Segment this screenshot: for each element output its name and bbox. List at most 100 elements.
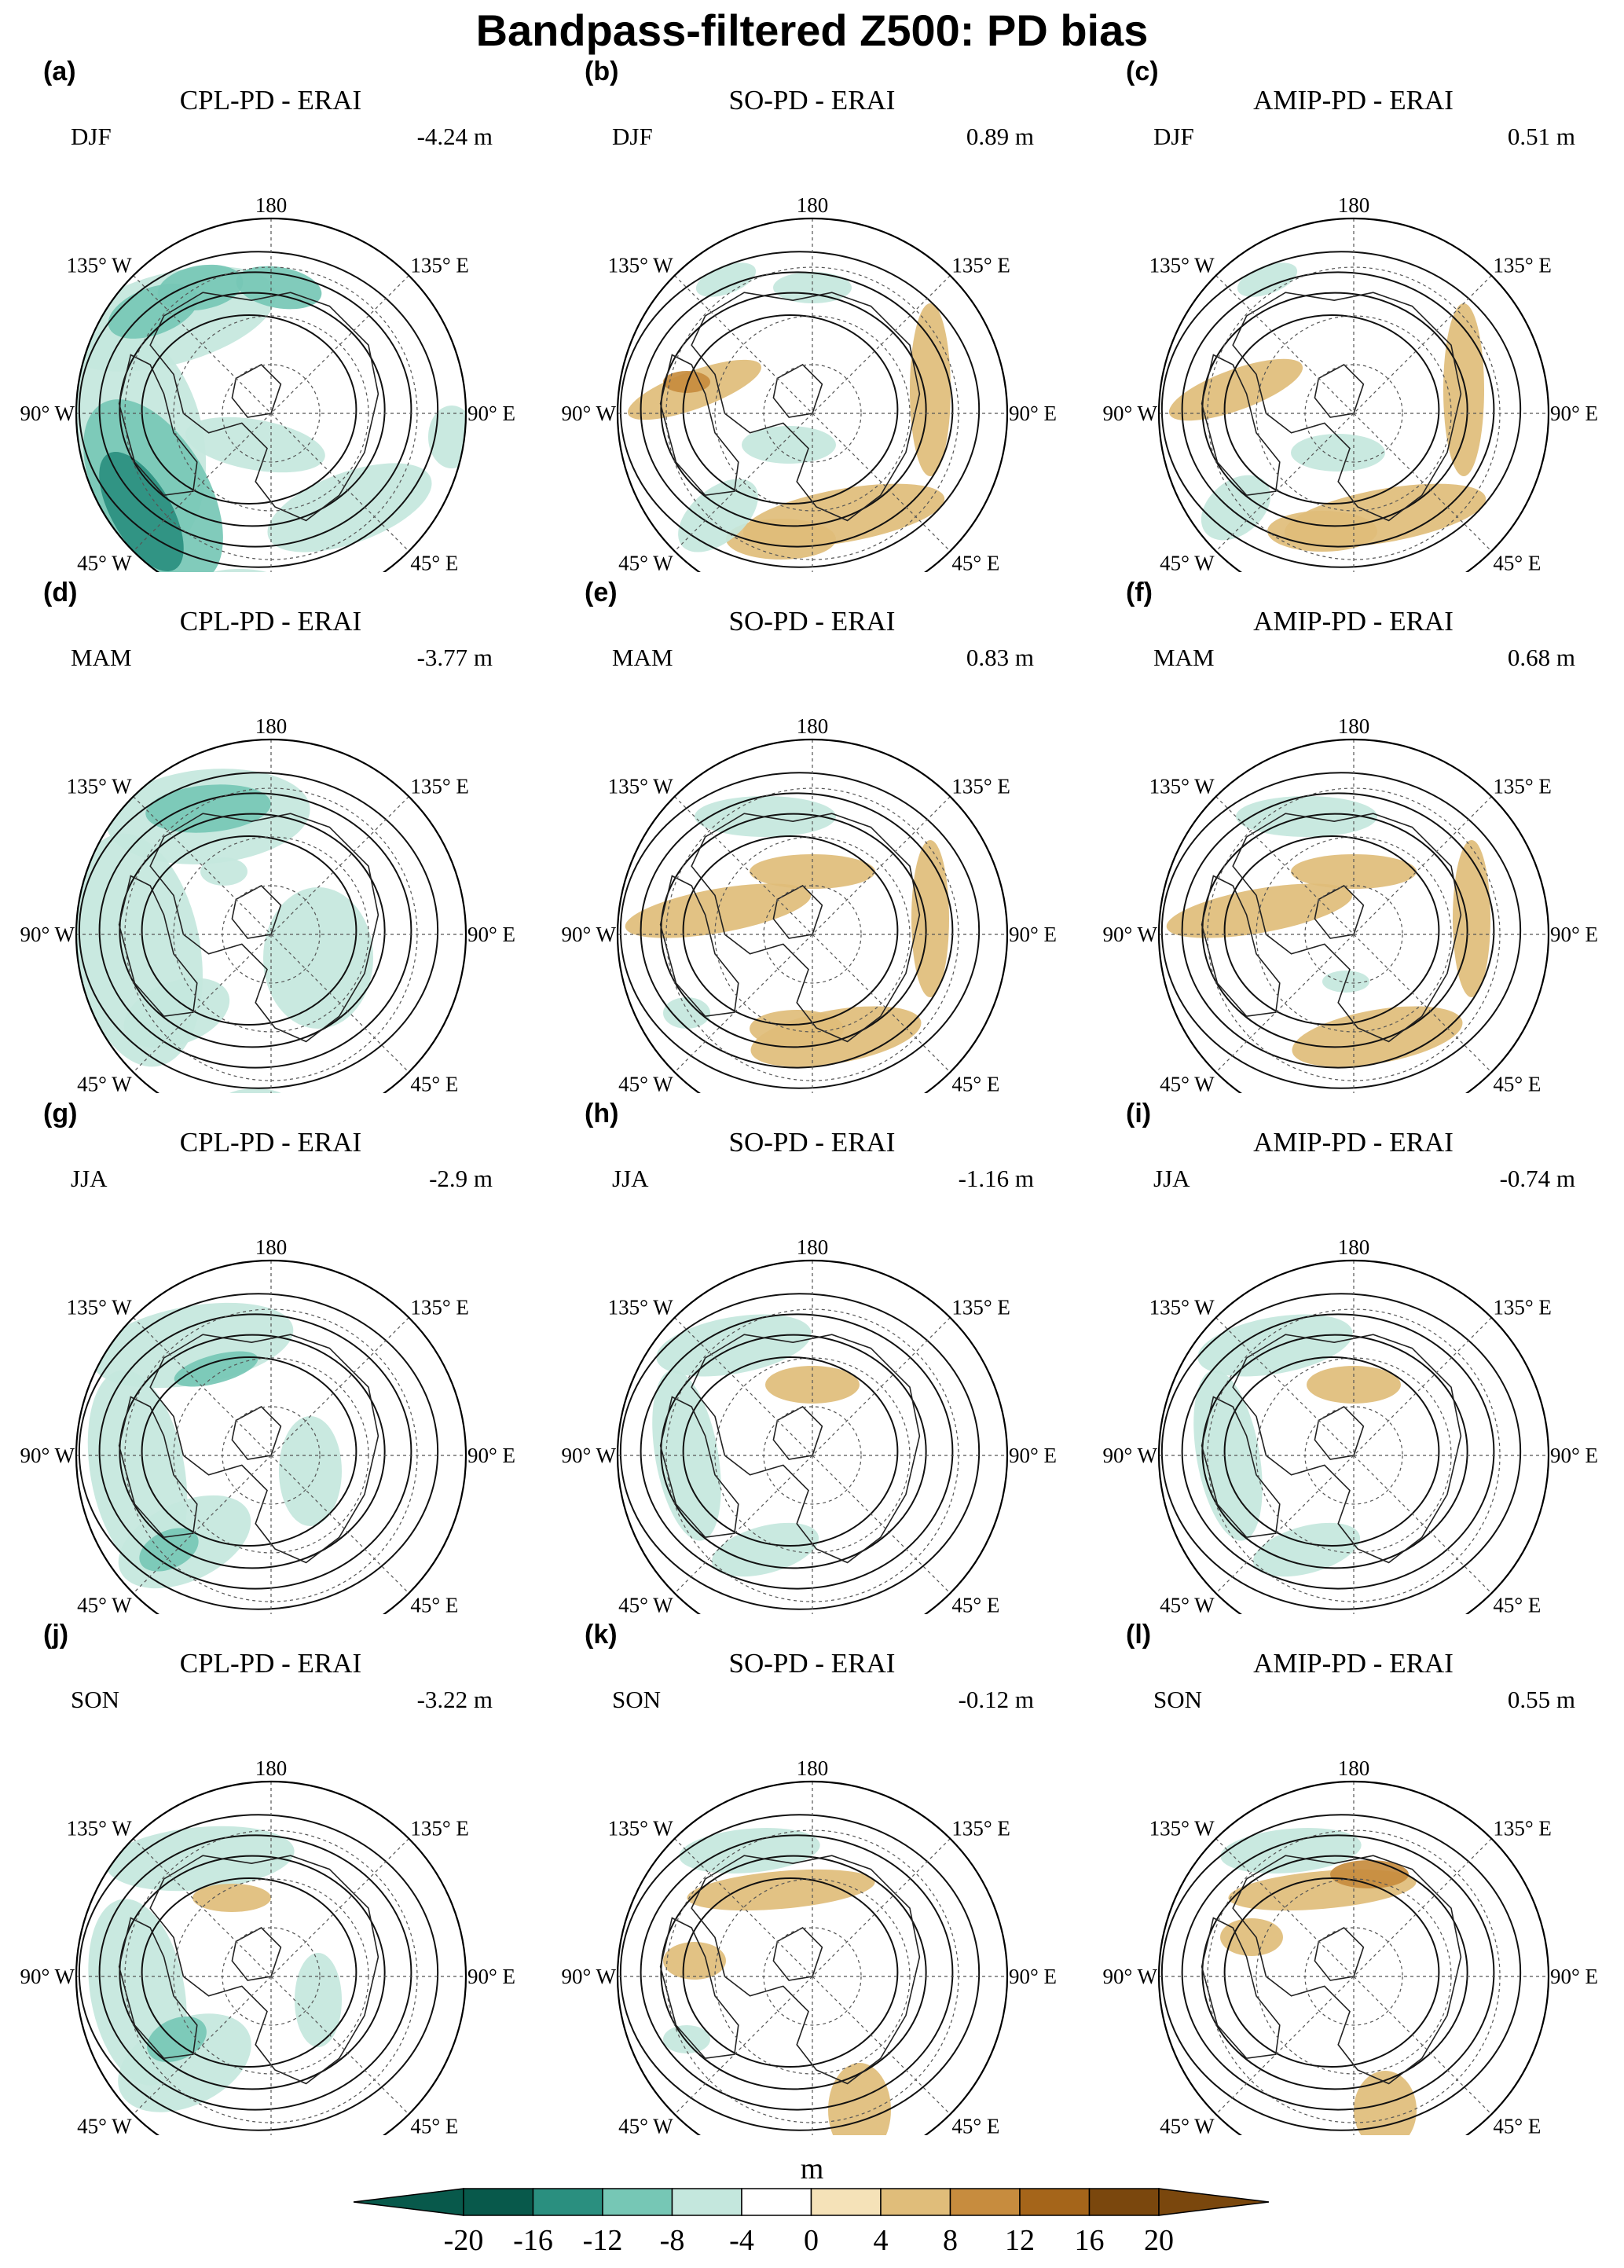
lon-label-45e: 45° E — [410, 1072, 458, 1093]
lon-label-135e: 135° E — [1493, 1296, 1552, 1319]
panel-season: SON — [71, 1686, 120, 1713]
colorbar-bin — [532, 2188, 603, 2216]
panel-label: (h) — [585, 1099, 619, 1128]
map-field — [76, 251, 466, 572]
bias-shading — [1330, 1860, 1409, 1888]
coastline — [659, 1917, 739, 2060]
contour-line — [98, 271, 412, 548]
panel-mean-bias: 0.68 m — [1507, 644, 1575, 671]
lon-label-135e: 135° E — [1493, 775, 1552, 798]
lon-label-135e: 135° E — [1493, 1817, 1552, 1840]
lon-label-135w: 135° W — [1149, 775, 1215, 798]
coastline — [1314, 364, 1365, 418]
lon-label-90w: 90° W — [1102, 402, 1157, 425]
bias-shading — [279, 1416, 342, 1526]
lon-label-180: 180 — [255, 193, 288, 217]
lon-label-135e: 135° E — [1493, 254, 1552, 277]
lon-label-180: 180 — [1338, 1235, 1370, 1259]
contour-line — [1181, 792, 1495, 1069]
map-field — [78, 1293, 439, 1610]
lon-label-45w: 45° W — [77, 1072, 132, 1093]
lon-label-45w: 45° W — [1160, 2114, 1215, 2135]
lon-label-180: 180 — [797, 1756, 829, 1780]
meridian — [133, 275, 409, 552]
coastline — [772, 1927, 823, 1981]
map-field — [619, 251, 981, 568]
meridian — [1215, 1838, 1492, 2115]
contour-line — [640, 271, 954, 548]
contour-line — [660, 292, 927, 527]
panel-label: (g) — [43, 1099, 78, 1128]
lon-label-45w: 45° W — [77, 2114, 132, 2135]
bias-shading — [711, 1522, 819, 1577]
coastline — [231, 1927, 282, 1981]
bias-shading — [663, 997, 710, 1029]
lon-label-90e: 90° E — [1550, 1965, 1598, 1988]
bias-shading — [678, 479, 758, 552]
colorbar-bin — [1019, 2188, 1091, 2216]
bias-shading — [263, 887, 373, 1029]
panel-label: (b) — [585, 57, 619, 86]
panel-title: AMIP-PD - ERAI — [1253, 85, 1454, 116]
lon-label-45w: 45° W — [618, 1072, 673, 1093]
contour-line — [78, 251, 439, 568]
contour-line — [141, 835, 357, 1026]
meridian — [674, 275, 951, 552]
lon-label-90e: 90° E — [1009, 1444, 1057, 1467]
colorbar-bin — [880, 2188, 951, 2216]
map-boundary — [616, 1780, 1009, 2135]
map-boundary — [616, 738, 1009, 1093]
lon-label-90w: 90° W — [561, 402, 616, 425]
contour-line — [1201, 1334, 1468, 1569]
lon-label-45w: 45° W — [77, 1593, 132, 1614]
panel-mean-bias: 0.83 m — [966, 644, 1034, 671]
map-boundary — [1157, 1259, 1550, 1614]
lon-label-135w: 135° W — [608, 775, 674, 798]
lon-label-90w: 90° W — [561, 1965, 616, 1988]
bias-shading — [267, 463, 432, 552]
panel-title: SO-PD - ERAI — [728, 85, 896, 116]
contour-line — [1223, 1356, 1440, 1547]
colorbar-tick-label: 16 — [1075, 2224, 1105, 2257]
contour-line — [1201, 292, 1468, 527]
colorbar-bin — [741, 2188, 812, 2216]
bias-shading — [828, 2063, 891, 2135]
bias-shading — [911, 840, 949, 997]
colorbar-tick-label: 12 — [1005, 2224, 1035, 2257]
map-field — [1160, 772, 1522, 1089]
contour-line — [141, 1877, 357, 2068]
contour-line — [1201, 1855, 1468, 2090]
lon-label-90e: 90° E — [1550, 1444, 1598, 1467]
bias-shading — [910, 303, 951, 476]
contour-line — [1160, 1293, 1522, 1610]
contour-line — [619, 772, 981, 1089]
bias-shading — [224, 1088, 287, 1093]
panel-season: SON — [612, 1686, 662, 1713]
colorbar-unit: m — [800, 2152, 824, 2185]
panel-title: SO-PD - ERAI — [728, 606, 896, 637]
lon-label-90e: 90° E — [1009, 402, 1057, 425]
lon-label-45w: 45° W — [1160, 551, 1215, 572]
panel-mean-bias: -2.9 m — [429, 1165, 493, 1192]
map-field — [1160, 251, 1522, 568]
colorbar: -20 -16 -12 -8 -4 0 4 8 12 16 20 — [353, 2188, 1270, 2257]
contour-line — [619, 251, 981, 568]
contour-line — [1223, 314, 1440, 505]
bias-shading — [726, 519, 836, 560]
meridian — [674, 1838, 951, 2115]
panel-season: MAM — [612, 644, 673, 671]
panel-mean-bias: 0.89 m — [966, 123, 1034, 150]
panel-label: (e) — [585, 578, 618, 607]
lon-label-90e: 90° E — [467, 1965, 515, 1988]
